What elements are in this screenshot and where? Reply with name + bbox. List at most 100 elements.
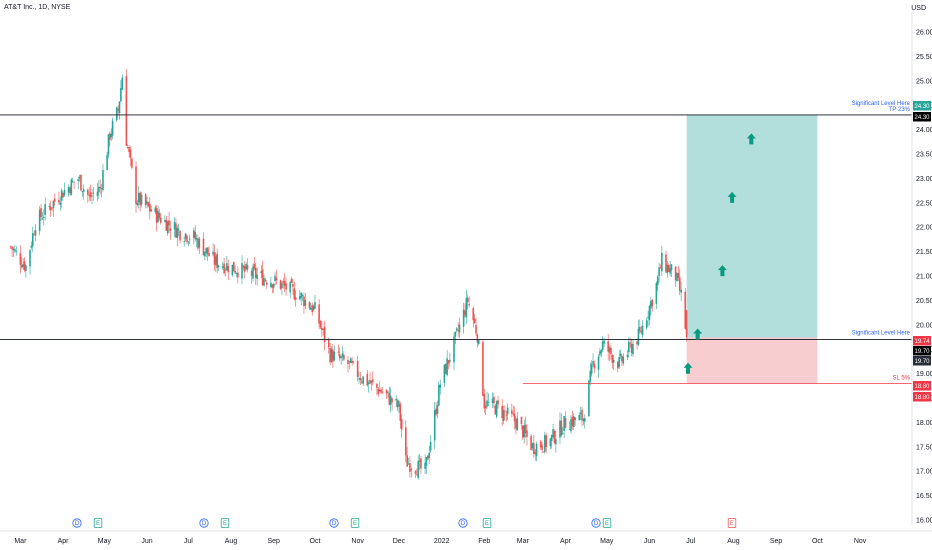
candle-body (611, 355, 614, 363)
candle-body (608, 347, 611, 353)
candle-body (343, 355, 345, 360)
time-tick-label: Nov (854, 538, 867, 545)
candle-body (71, 181, 74, 182)
candle-body (446, 358, 448, 376)
candle-body (549, 438, 552, 447)
price-tick-label: 22.00 (916, 225, 932, 232)
candle-body (187, 241, 190, 243)
candle-body (651, 299, 654, 307)
candle-body (106, 154, 108, 170)
candle-body (443, 364, 446, 383)
candle-body (515, 419, 517, 429)
candle-body (347, 360, 349, 365)
candle-body (560, 420, 563, 436)
candle-body (665, 254, 667, 272)
candle-body (407, 463, 410, 465)
candle-body (465, 297, 468, 318)
candle-body (640, 331, 643, 333)
candle-body (377, 388, 380, 394)
price-tick-label: 26.00 (916, 30, 932, 37)
candle-body (184, 233, 187, 239)
event-marker-letter: E (96, 521, 100, 527)
candle-body (166, 221, 169, 234)
candle-body (506, 407, 509, 415)
candle-body (436, 405, 439, 414)
candle-body (391, 398, 393, 403)
time-tick-label: Jun (644, 538, 655, 545)
candle-body (301, 295, 304, 297)
candle-body (272, 283, 275, 288)
earnings-marker-box (220, 518, 230, 528)
candle-body (241, 262, 243, 279)
candle-body (215, 255, 217, 266)
candle-body (579, 412, 582, 414)
price-axis[interactable]: 26.0025.5025.0024.5024.0023.5023.0022.50… (911, 12, 932, 525)
candle-body (376, 383, 378, 388)
candle-body (221, 266, 224, 268)
price-badge-stop: 18.80 (913, 381, 931, 391)
time-tick-label: Nov (351, 538, 364, 545)
candle-body (179, 230, 181, 241)
event-marker-letter: D (332, 521, 337, 527)
candle-body (370, 380, 373, 383)
candle-body (281, 283, 283, 289)
candle-body (120, 88, 122, 102)
candle-body (398, 401, 400, 407)
event-marker-letter: D (75, 521, 80, 527)
candle-body (636, 341, 638, 345)
candle-body (462, 309, 465, 327)
candle-body (333, 351, 336, 361)
up-arrow-icon (693, 328, 703, 340)
price-tick-label: 18.00 (916, 420, 932, 427)
candle-body (512, 413, 514, 415)
candle-body (433, 410, 436, 441)
candle-body (468, 304, 470, 306)
candle-body (628, 341, 630, 353)
candle-body (234, 270, 236, 273)
candle-body (62, 193, 64, 198)
time-tick-label: Sep (267, 538, 280, 545)
candle-body (526, 430, 528, 438)
tp-label: TP 23% (889, 107, 911, 113)
time-tick-label: May (98, 538, 112, 545)
candle-body (20, 264, 23, 268)
candle-body (447, 360, 450, 364)
time-tick-label: Jul (686, 538, 695, 545)
candle-body (458, 324, 461, 333)
time-tick-label: Apr (58, 538, 70, 545)
candle-body (154, 207, 157, 213)
event-marker-letter: E (485, 521, 489, 527)
candle-body (395, 398, 397, 401)
candle-body (454, 331, 457, 337)
price-badge-bg (913, 101, 931, 111)
candle-body (574, 417, 576, 420)
price-tick-label: 24.00 (916, 127, 932, 134)
candle-body (371, 379, 374, 383)
candle-body (400, 419, 403, 430)
candle-body (655, 282, 658, 304)
time-axis[interactable]: Mar Apr May Jun Jul Aug Sep Oct Nov Dec 2022 Feb Mar… (0, 530, 932, 545)
candle-body (208, 253, 210, 257)
candle-body (658, 267, 660, 276)
candle-body (410, 469, 413, 471)
candle-body (252, 266, 254, 279)
trend-arrows (683, 133, 756, 374)
candle-body (146, 201, 148, 204)
candle-body (14, 249, 16, 252)
earnings-marker-box (350, 518, 360, 528)
candle-body (409, 463, 411, 472)
candle-body (102, 170, 104, 191)
candle-body (385, 389, 388, 394)
candle-body (439, 384, 442, 388)
up-arrow-icon (683, 362, 693, 374)
candle-body (588, 380, 590, 417)
price-badge-label: 18.80 (914, 384, 930, 390)
time-tick-label: Oct (310, 538, 321, 545)
candle-body (352, 361, 355, 363)
candle-body (618, 356, 620, 368)
candle-body (117, 108, 119, 111)
candle-body (338, 354, 341, 359)
candle-body (223, 263, 225, 274)
candle-body (524, 424, 527, 434)
